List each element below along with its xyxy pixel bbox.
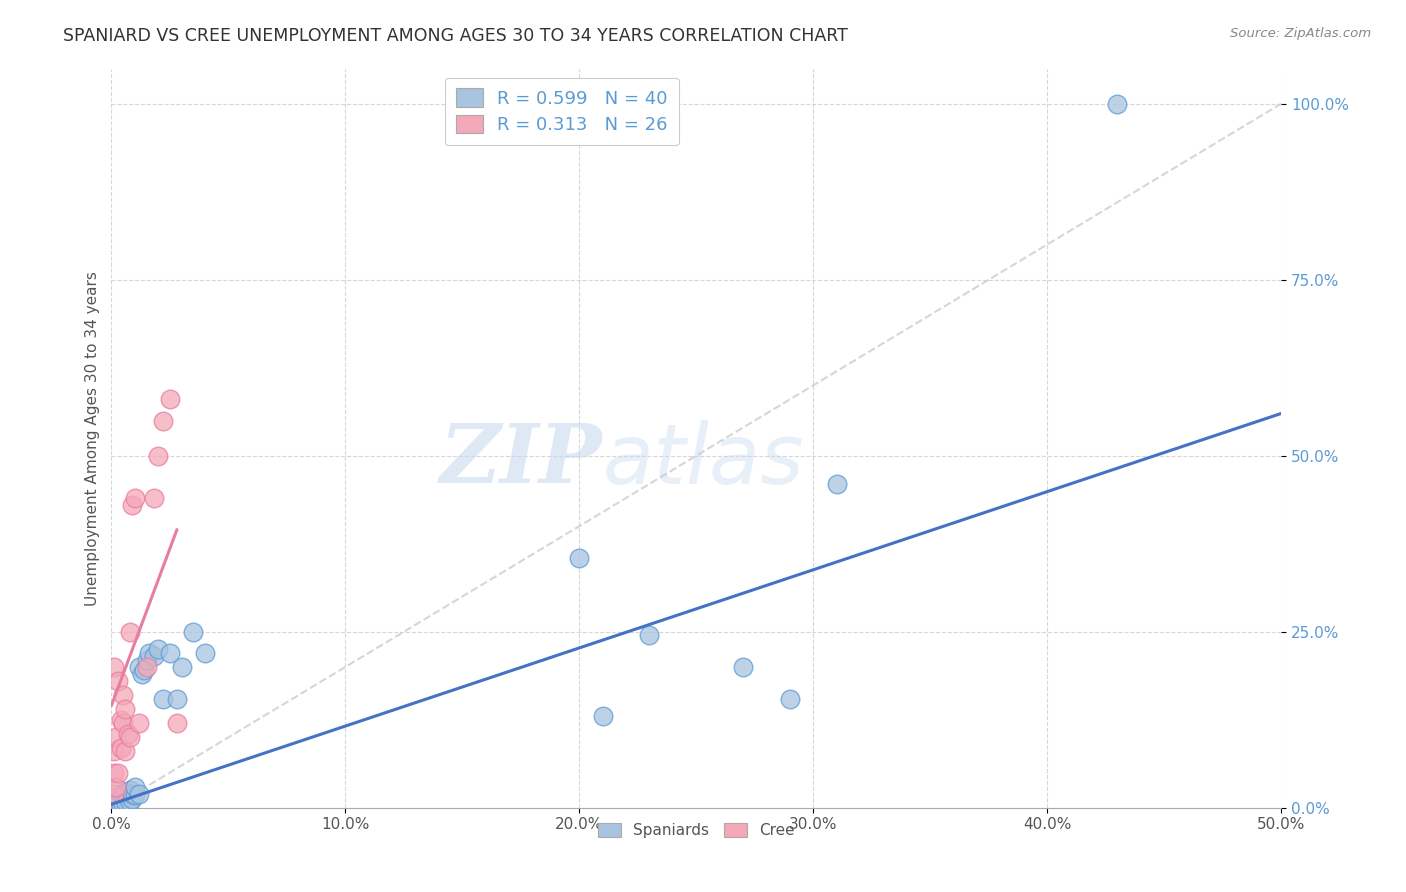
Point	[1107, 96, 1129, 111]
Point	[124, 780, 146, 794]
Point	[112, 716, 135, 731]
Point	[112, 788, 135, 802]
Point	[112, 797, 135, 811]
Point	[110, 713, 132, 727]
Point	[110, 798, 132, 813]
Point	[120, 731, 142, 745]
Point	[148, 642, 170, 657]
Text: Source: ZipAtlas.com: Source: ZipAtlas.com	[1230, 27, 1371, 40]
Point	[103, 797, 125, 812]
Text: ZIP: ZIP	[440, 420, 603, 500]
Point	[105, 790, 128, 805]
Point	[114, 794, 136, 808]
Point	[114, 785, 136, 799]
Point	[159, 392, 181, 407]
Point	[568, 550, 591, 565]
Point	[105, 780, 128, 794]
Point	[103, 765, 125, 780]
Point	[117, 790, 139, 805]
Point	[120, 783, 142, 797]
Point	[194, 646, 217, 660]
Point	[107, 673, 129, 688]
Point	[134, 664, 156, 678]
Point	[103, 660, 125, 674]
Y-axis label: Unemployment Among Ages 30 to 34 years: Unemployment Among Ages 30 to 34 years	[86, 270, 100, 606]
Point	[128, 787, 150, 801]
Point	[152, 691, 174, 706]
Point	[120, 624, 142, 639]
Point	[121, 792, 143, 806]
Point	[159, 646, 181, 660]
Point	[135, 660, 157, 674]
Point	[107, 792, 129, 806]
Text: atlas: atlas	[603, 420, 804, 500]
Point	[114, 744, 136, 758]
Point	[110, 740, 132, 755]
Point	[131, 667, 153, 681]
Point	[152, 413, 174, 427]
Point	[105, 731, 128, 745]
Point	[128, 660, 150, 674]
Point	[148, 449, 170, 463]
Point	[124, 788, 146, 802]
Point	[142, 649, 165, 664]
Legend: Spaniards, Cree: Spaniards, Cree	[592, 817, 801, 845]
Point	[114, 702, 136, 716]
Point	[779, 691, 801, 706]
Point	[142, 491, 165, 505]
Point	[135, 653, 157, 667]
Point	[117, 727, 139, 741]
Point	[825, 476, 848, 491]
Point	[638, 628, 661, 642]
Point	[107, 797, 129, 812]
Point	[170, 660, 193, 674]
Point	[138, 646, 160, 660]
Point	[731, 660, 754, 674]
Point	[120, 795, 142, 809]
Point	[107, 765, 129, 780]
Point	[103, 794, 125, 808]
Point	[121, 787, 143, 801]
Point	[112, 688, 135, 702]
Point	[128, 716, 150, 731]
Point	[105, 799, 128, 814]
Point	[166, 716, 188, 731]
Point	[103, 787, 125, 801]
Point	[124, 491, 146, 505]
Point	[121, 498, 143, 512]
Point	[592, 709, 614, 723]
Text: SPANIARD VS CREE UNEMPLOYMENT AMONG AGES 30 TO 34 YEARS CORRELATION CHART: SPANIARD VS CREE UNEMPLOYMENT AMONG AGES…	[63, 27, 848, 45]
Point	[103, 744, 125, 758]
Point	[110, 787, 132, 801]
Point	[181, 624, 204, 639]
Point	[166, 691, 188, 706]
